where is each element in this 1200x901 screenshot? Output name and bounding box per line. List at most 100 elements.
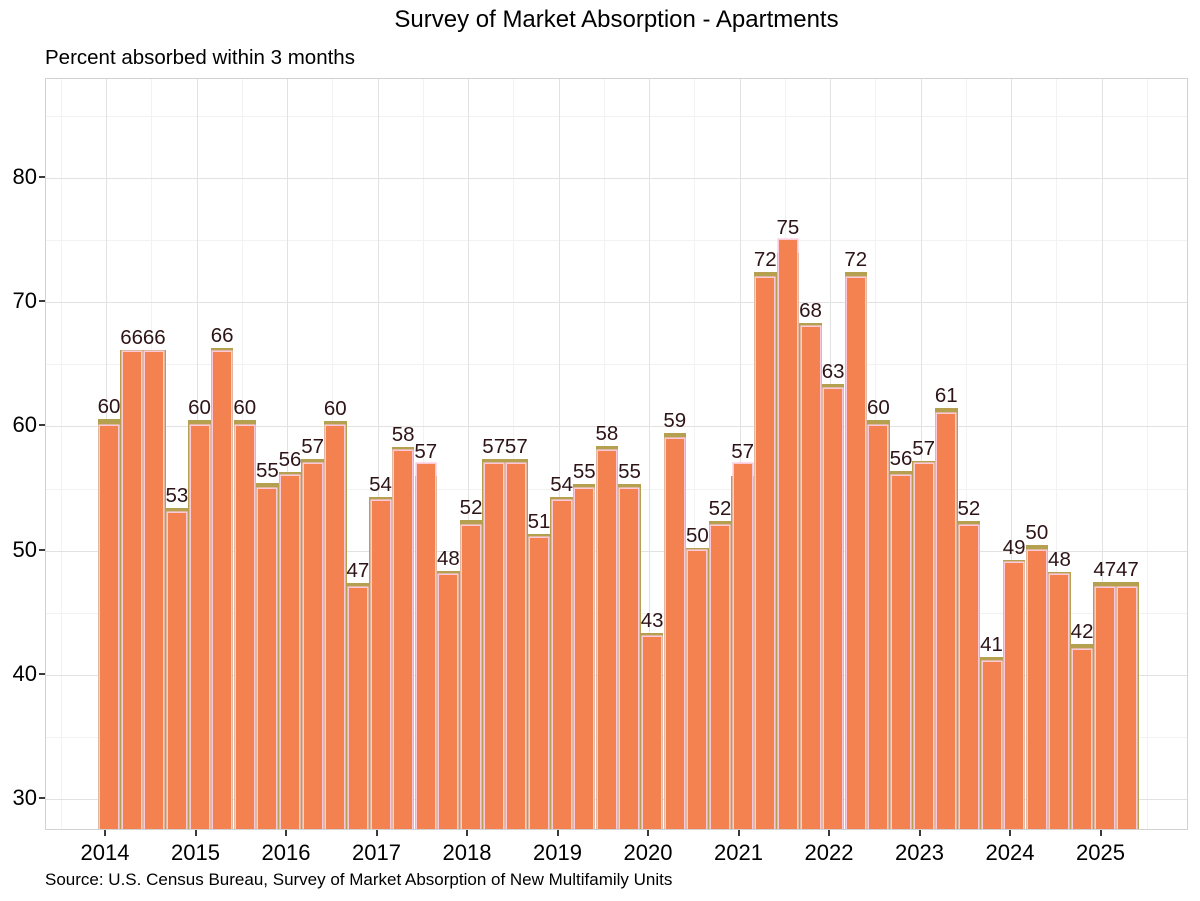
chart-title: Survey of Market Absorption - Apartments [394,6,839,33]
bar-value-label: 42 [1070,620,1094,644]
bar-value-label: 56 [889,446,913,470]
bar [801,327,820,829]
bar [281,476,300,829]
gridline-major-vertical [1101,79,1103,829]
bar [959,525,978,829]
bar-value-label: 57 [414,439,438,463]
bar [258,488,277,829]
x-axis-tick-label: 2024 [985,840,1035,865]
gridline-major-vertical [1011,79,1012,829]
bar-value-label: 75 [776,216,800,240]
x-axis-tick-mark [1099,830,1102,836]
bar-value-label: 72 [753,247,777,271]
bar-value-label: 60 [97,395,121,418]
x-axis-tick-label: 2017 [352,840,401,865]
x-axis-tick-label: 2014 [80,840,130,865]
bar-value-label: 48 [437,547,460,571]
bar-value-label: 60 [867,396,890,420]
gridline-major-vertical [558,79,560,829]
bar [439,575,458,829]
gridline-minor-vertical [1056,79,1058,829]
x-axis-tick-mark [194,830,197,836]
gridline-minor-vertical [60,79,62,829]
bar [643,637,662,829]
bar [484,463,503,829]
x-axis-tick-mark [556,830,559,836]
bar-value-label: 55 [256,458,279,482]
chart-subtitle: Percent absorbed within 3 months [45,46,355,69]
x-axis-tick-mark [828,830,830,836]
gridline-major-horizontal [46,178,1187,180]
bar-value-label: 66 [142,325,166,349]
gridline-major-vertical [287,79,288,829]
bar-value-label: 57 [482,435,506,459]
bar [348,587,367,829]
x-axis-tick-label: 2022 [804,840,854,865]
bar [122,352,141,829]
bar [303,463,322,829]
bar-value-label: 66 [120,325,144,349]
y-axis-tick-label: 70 [12,288,37,314]
bar [937,414,956,829]
x-axis-tick-label: 2021 [714,840,763,865]
bar-value-label: 54 [550,472,573,496]
bar [326,426,345,829]
x-axis-tick-label: 2023 [895,840,944,865]
x-axis-tick-mark [375,830,378,836]
bar [869,426,888,829]
bar [552,500,571,829]
bar [1073,649,1092,829]
x-axis-tick-label: 2025 [1076,840,1125,865]
bar [371,500,390,829]
gridline-minor-vertical [422,79,424,829]
bar [145,352,164,829]
bar [416,463,435,829]
gridline-minor-horizontal [46,116,1187,118]
y-axis-tick-mark [39,548,45,551]
bar-value-label: 53 [165,483,189,507]
bar-value-label: 72 [844,247,868,271]
x-axis-tick-label: 2016 [261,840,311,865]
bar-value-label: 41 [980,632,1003,656]
bar-value-label: 63 [821,359,845,383]
gridline-minor-vertical [694,79,696,829]
bar [665,438,684,829]
gridline-major-horizontal [46,302,1187,304]
bar [235,426,254,829]
bar [756,277,775,829]
bar [892,476,911,829]
y-axis-tick-mark [39,176,45,179]
y-axis-tick-label: 60 [12,412,37,438]
x-axis-tick-label: 2019 [533,840,582,865]
y-axis-tick-label: 50 [12,536,37,562]
x-axis-tick-mark [1009,830,1011,836]
bar [394,451,413,829]
x-axis-tick-mark [285,830,287,836]
bar-value-label: 52 [957,497,981,521]
x-axis-tick-mark [647,830,649,836]
bar-value-label: 54 [369,472,392,496]
plot-panel: 60 66 66 53 60 66 60 55 56 57 60 47 54 58 57 48 52 57 57 51… [45,78,1188,830]
bar [100,426,118,829]
bar-value-label: 58 [391,422,415,446]
y-axis-tick-label: 30 [12,784,37,810]
bar-value-label: 57 [504,435,528,459]
bar-value-label: 60 [188,396,211,420]
x-axis-tick-mark [466,830,468,836]
x-axis-tick-label: 2015 [171,840,220,865]
x-axis-tick-label: 2018 [442,840,492,865]
bar-value-label: 49 [1002,535,1026,559]
x-axis-tick-mark [737,830,740,836]
y-axis-tick-mark [39,672,45,675]
bar-value-label: 59 [663,409,687,433]
y-axis-tick-mark [39,424,45,427]
bar [575,488,594,829]
bar [507,463,526,829]
gridline-minor-vertical [513,79,515,829]
bar-value-label: 47 [1115,558,1139,582]
bar [711,525,729,829]
bar-value-label: 56 [278,447,302,471]
gridline-major-vertical [468,79,469,829]
x-axis-tick-label: 2020 [623,840,673,865]
bar-value-label: 57 [731,439,755,463]
